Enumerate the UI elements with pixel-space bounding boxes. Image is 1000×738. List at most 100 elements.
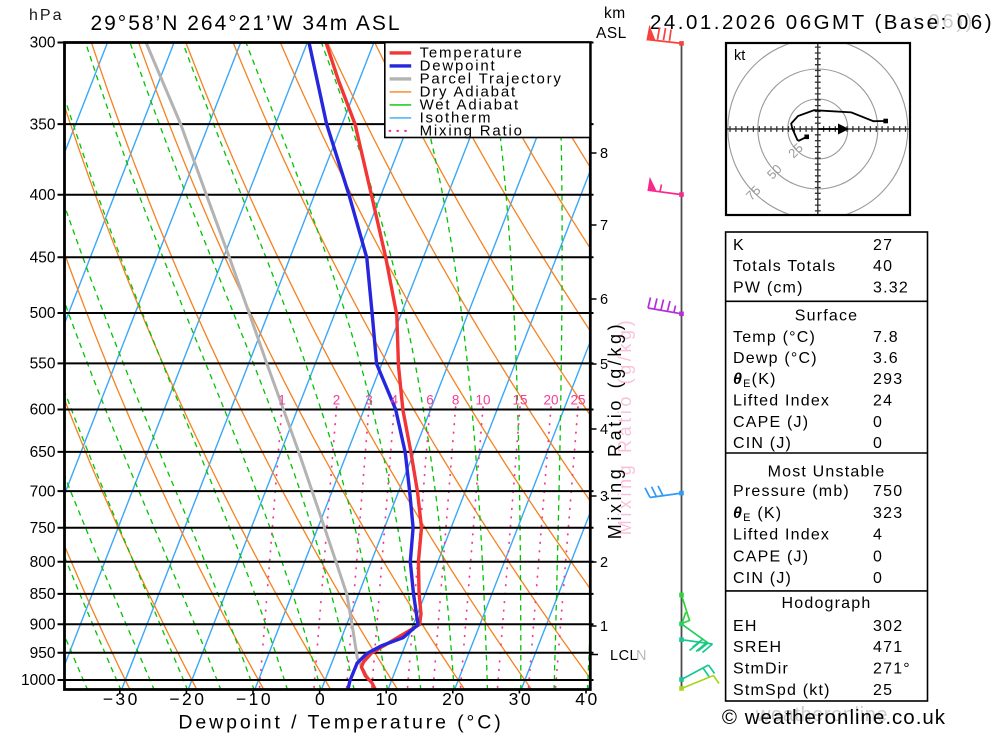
svg-text:CAPE (J): CAPE (J) xyxy=(733,549,809,566)
svg-text:Temperature: Temperature xyxy=(420,44,524,61)
svg-text:750: 750 xyxy=(873,483,903,500)
svg-text:5: 5 xyxy=(600,357,608,373)
svg-text:Isotherm: Isotherm xyxy=(420,109,493,126)
svg-text:1: 1 xyxy=(278,393,286,408)
svg-text:471: 471 xyxy=(873,639,903,656)
svg-text:7: 7 xyxy=(600,218,608,234)
svg-text:: 06)): : 06)) xyxy=(912,10,975,33)
svg-text:40: 40 xyxy=(575,689,599,709)
svg-text:500: 500 xyxy=(30,305,56,322)
svg-text:ASL: ASL xyxy=(596,25,627,42)
svg-text:CIN (J): CIN (J) xyxy=(733,435,792,452)
svg-text:θE (K): θE (K) xyxy=(733,505,782,524)
svg-text:1: 1 xyxy=(600,619,608,635)
svg-text:Temp (°C): Temp (°C) xyxy=(733,329,816,346)
svg-text:400: 400 xyxy=(30,187,56,204)
svg-text:CIN (J): CIN (J) xyxy=(733,570,792,587)
svg-text:24.01.2026 06GMT (Base: 06): 24.01.2026 06GMT (Base: 06) xyxy=(650,11,994,34)
svg-text:27: 27 xyxy=(873,237,893,254)
svg-text:10: 10 xyxy=(475,393,490,408)
svg-text:EH: EH xyxy=(733,618,758,635)
svg-text:6: 6 xyxy=(426,393,434,408)
svg-text:weatheronline: weatheronline xyxy=(755,704,888,726)
svg-text:350: 350 xyxy=(30,116,56,133)
svg-text:650: 650 xyxy=(30,444,56,461)
svg-text:4: 4 xyxy=(873,527,883,544)
svg-text:0: 0 xyxy=(873,414,883,431)
svg-text:3.32: 3.32 xyxy=(873,279,909,296)
svg-text:800: 800 xyxy=(30,554,56,571)
svg-text:1000: 1000 xyxy=(21,672,56,689)
svg-text:StmSpd (kt): StmSpd (kt) xyxy=(733,682,831,699)
svg-text:2: 2 xyxy=(333,393,341,408)
svg-text:Mixing Ratio (g/kg): Mixing Ratio (g/kg) xyxy=(605,321,625,539)
svg-text:Pressure (mb): Pressure (mb) xyxy=(733,483,850,500)
svg-text:4: 4 xyxy=(600,422,608,438)
svg-text:Totals Totals: Totals Totals xyxy=(733,258,836,275)
svg-text:km: km xyxy=(604,5,626,22)
svg-text:Dewpoint: Dewpoint xyxy=(420,57,497,74)
svg-text:Dry Adiabat: Dry Adiabat xyxy=(420,83,517,100)
svg-text:550: 550 xyxy=(30,356,56,373)
svg-text:300: 300 xyxy=(30,35,56,52)
svg-text:6: 6 xyxy=(600,292,608,308)
svg-text:40: 40 xyxy=(873,258,893,275)
svg-text:kt: kt xyxy=(734,48,745,64)
svg-text:750: 750 xyxy=(30,520,56,537)
svg-text:8: 8 xyxy=(452,393,460,408)
svg-text:900: 900 xyxy=(30,616,56,633)
svg-text:0: 0 xyxy=(873,570,883,587)
svg-text:950: 950 xyxy=(30,645,56,662)
svg-text:Surface: Surface xyxy=(795,308,859,325)
svg-text:Lifted Index: Lifted Index xyxy=(733,527,830,544)
svg-text:850: 850 xyxy=(30,586,56,603)
svg-text:700: 700 xyxy=(30,483,56,500)
svg-text:2: 2 xyxy=(600,555,608,571)
svg-text:Hodograph: Hodograph xyxy=(782,595,872,612)
svg-text:3.6: 3.6 xyxy=(873,350,899,367)
svg-text:323: 323 xyxy=(873,505,903,522)
svg-text:Wet Adiabat: Wet Adiabat xyxy=(420,96,520,113)
svg-text:0: 0 xyxy=(873,435,883,452)
svg-text:293: 293 xyxy=(873,371,903,388)
svg-text:© weatheronline.co.uk: © weatheronline.co.uk xyxy=(722,706,946,729)
svg-text:30: 30 xyxy=(509,689,533,709)
svg-text:N: N xyxy=(636,648,647,664)
svg-text:15: 15 xyxy=(512,393,527,408)
svg-text:450: 450 xyxy=(30,249,56,266)
svg-text:20: 20 xyxy=(543,393,558,408)
svg-text:CAPE (J): CAPE (J) xyxy=(733,414,809,431)
svg-text:−30: −30 xyxy=(103,689,140,709)
svg-text:20: 20 xyxy=(442,689,466,709)
svg-text:3: 3 xyxy=(365,393,373,408)
svg-text:Most Unstable: Most Unstable xyxy=(768,464,886,481)
svg-text:Mixing Ratio: Mixing Ratio xyxy=(420,122,524,139)
svg-text:θE(K): θE(K) xyxy=(733,371,777,390)
svg-text:StmDir: StmDir xyxy=(733,661,789,678)
svg-text:3: 3 xyxy=(600,489,608,505)
svg-text:hPa: hPa xyxy=(29,7,63,24)
svg-text:0: 0 xyxy=(873,549,883,566)
svg-text:24: 24 xyxy=(873,393,893,410)
svg-text:SREH: SREH xyxy=(733,639,782,656)
svg-text:PW (cm): PW (cm) xyxy=(733,279,804,296)
svg-text:−20: −20 xyxy=(169,689,206,709)
svg-text:Dewp (°C): Dewp (°C) xyxy=(733,350,818,367)
svg-text:302: 302 xyxy=(873,618,903,635)
svg-text:25: 25 xyxy=(570,393,585,408)
svg-text:25: 25 xyxy=(873,682,893,699)
svg-text:271°: 271° xyxy=(873,661,911,678)
svg-text:7.8: 7.8 xyxy=(873,329,899,346)
svg-text:Lifted Index: Lifted Index xyxy=(733,393,830,410)
svg-text:Parcel Trajectory: Parcel Trajectory xyxy=(420,70,563,87)
svg-text:600: 600 xyxy=(30,402,56,419)
svg-text:Dewpoint / Temperature (°C): Dewpoint / Temperature (°C) xyxy=(178,712,503,734)
svg-text:K: K xyxy=(733,237,745,254)
svg-text:Mixing Ratio (g/kg): Mixing Ratio (g/kg) xyxy=(615,317,635,535)
svg-text:LCL: LCL xyxy=(610,648,638,664)
svg-text:−10: −10 xyxy=(236,689,273,709)
svg-text:0: 0 xyxy=(315,689,327,709)
svg-text:29°58’N 264°21’W 34m ASL: 29°58’N 264°21’W 34m ASL xyxy=(90,12,401,35)
svg-text:10: 10 xyxy=(375,689,399,709)
svg-text:8: 8 xyxy=(600,146,608,162)
